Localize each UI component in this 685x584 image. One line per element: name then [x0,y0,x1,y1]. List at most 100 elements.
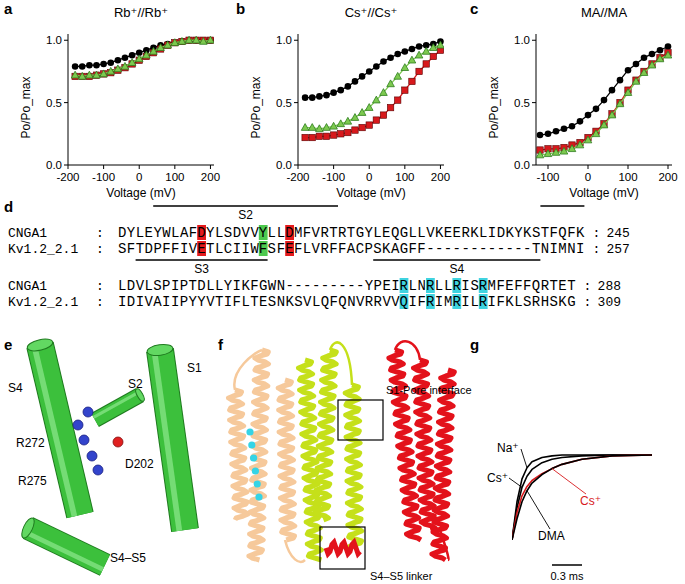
segment-bar [153,205,338,207]
y-tick-label: 0.0 [46,159,62,171]
marker [380,58,387,65]
marker [93,62,100,69]
x-tick [369,165,370,169]
y-tick [64,40,68,41]
marker [302,134,308,140]
marker [401,64,409,71]
marker [601,97,608,104]
marker [402,87,408,93]
marker [100,70,108,77]
marker [366,122,372,128]
trace-label: DMA [538,529,565,543]
marker [624,89,632,96]
scale-bar [552,564,582,566]
highlight [197,225,206,240]
marker [330,132,336,138]
marker [79,73,85,79]
marker [193,37,200,44]
series-line [305,50,440,137]
sequence-segment: Q [400,294,408,310]
ribbon-helix [278,380,295,540]
sequence-segment: R [426,294,435,310]
trace-label: Na⁺ [497,441,519,455]
x-tick-label: 200 [658,171,677,183]
segment-label: S4 [449,262,464,276]
highlight [197,241,206,256]
x-axis-label: Voltage (mV) [569,186,638,200]
marker [164,41,172,48]
marker [185,36,193,43]
marker [665,43,672,50]
sequence-segment: TLCIIW [206,241,259,257]
sequence-segment: R [452,294,461,310]
marker [128,59,136,66]
x-tick-label: -100 [92,171,115,183]
gating-charge [250,454,257,461]
marker [79,63,86,70]
marker [648,61,656,68]
sequence-name: Kv1.2_2.1 [8,242,78,257]
marker [172,39,179,46]
x-tick-label: 0 [585,171,591,183]
helix-cap [146,343,173,357]
segment-bar [540,205,584,207]
y-tick [294,102,298,103]
marker [207,37,213,43]
highlight [426,278,435,293]
marker [100,61,107,68]
marker [107,59,114,66]
x-tick [103,165,104,169]
marker [72,63,79,70]
marker [172,40,178,46]
x-axis-label: Voltage (mV) [336,186,405,200]
marker [114,65,122,72]
sequence-segment: D [285,225,293,241]
marker [186,37,193,44]
y-tick-label: 1.0 [276,34,292,46]
marker [359,124,365,130]
x-tick-label: 0 [136,171,142,183]
marker [592,130,600,137]
marker [121,62,129,69]
x-tick-label: -100 [322,171,345,183]
marker [308,124,316,131]
marker [345,83,352,90]
marker [157,44,165,51]
marker [171,39,179,46]
gating-charge [252,467,259,474]
separator: : [96,295,104,310]
marker [150,47,158,54]
marker [395,97,401,103]
helix-cylinder [40,345,80,515]
page: {"panel_labels":["a","b","c","d","e","f"… [0,0,685,584]
sequence-segment: IF [408,294,426,310]
marker [338,131,344,137]
helix-cylinder [28,528,105,565]
ribbon-helix [249,350,269,560]
marker [387,104,393,110]
y-tick-label: 0.5 [46,97,62,109]
structure-label: S2 [128,377,143,391]
x-tick-label: 200 [431,171,450,183]
marker [584,136,592,143]
highlight-box [338,400,383,440]
marker [86,71,94,78]
sequence-segment: R [426,278,435,294]
marker [301,124,309,131]
sequence-segment: Y [259,225,268,241]
marker [380,89,388,96]
marker [200,37,208,44]
marker [415,51,423,58]
marker [657,47,664,54]
marker [178,37,186,44]
y-tick-label: 0.0 [276,159,292,171]
structure-label: R275 [18,474,47,488]
x-tick [440,165,441,169]
marker [316,133,322,139]
leader-line [509,478,522,487]
separator: : [584,279,592,294]
panel-letter: f [218,336,224,353]
marker [309,94,316,101]
x-tick-label: 100 [395,171,414,183]
marker [437,41,444,48]
